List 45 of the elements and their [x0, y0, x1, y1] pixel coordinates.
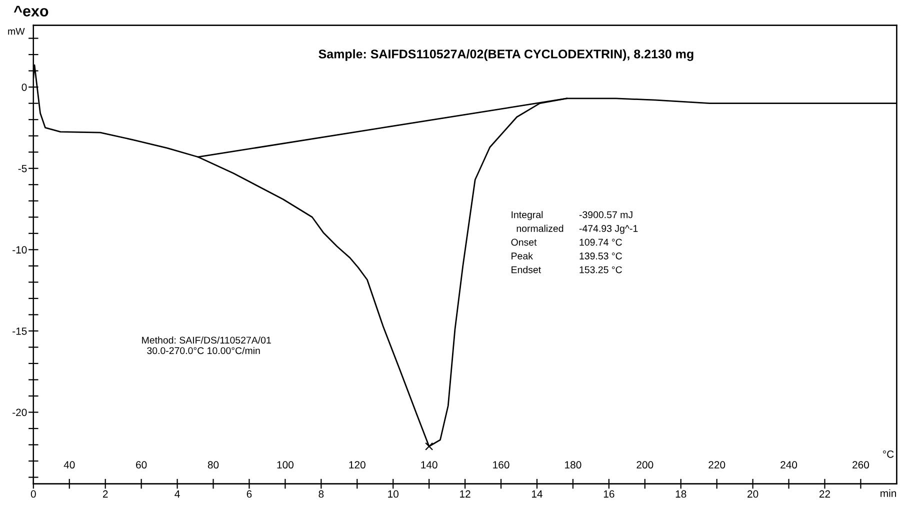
- x-tick-label: 8: [318, 490, 324, 498]
- x2-tick-label: 200: [636, 461, 654, 469]
- annotation: Onset: [511, 238, 537, 246]
- x2-tick-label: 160: [493, 461, 510, 469]
- y-tick-label: -15: [12, 328, 27, 335]
- x-tick-label: 12: [460, 490, 470, 498]
- annotation: Method: SAIF/DS/110527A/01 30.0-270.0°C 10.00°C/min: [142, 336, 271, 354]
- x2-tick-label: 80: [208, 461, 219, 469]
- annotation: -474.93 Jg^-1: [579, 225, 638, 234]
- annotation: 139.53 °C: [580, 252, 622, 260]
- x2-tick-label: 40: [64, 461, 75, 469]
- x2-tick-label: 60: [136, 461, 147, 469]
- y-tick-label: -5: [18, 164, 27, 172]
- y-tick-label: -20: [12, 408, 27, 416]
- annotation: 109.74 °C: [580, 238, 622, 246]
- y-tick-label: 0: [22, 84, 27, 91]
- x-tick-label: 10: [388, 490, 398, 498]
- x2-tick-label: 100: [277, 461, 294, 469]
- text: Sample: SAIFDS110527A/02(BETA CYCLODEXTRIN), 8.2130 mg: [318, 49, 694, 61]
- annotation: Peak: [512, 252, 533, 260]
- annotation: normalized: [516, 224, 564, 232]
- y-axis-title: mW: [8, 28, 25, 35]
- x-tick-label: 16: [604, 490, 614, 498]
- text: ^exo: [14, 6, 48, 16]
- x2-tick-label: 140: [421, 461, 438, 469]
- x2-tick-label: 260: [852, 461, 869, 469]
- x-tick-label: 14: [532, 490, 542, 498]
- annotation: 153.25 °C: [580, 266, 622, 274]
- x-tick-label: 18: [676, 490, 686, 498]
- x2-tick-label: 120: [349, 461, 366, 469]
- x2-tick-label: 240: [780, 461, 798, 469]
- annotation: Integral: [512, 211, 543, 220]
- x2-tick-label: 220: [708, 461, 726, 469]
- x-tick-label: 6: [246, 490, 252, 498]
- x-tick-label: 2: [102, 490, 108, 498]
- annotation: Endset: [512, 266, 541, 274]
- annotation: -3900.57 mJ: [579, 211, 632, 218]
- x-tick-label: 20: [748, 490, 758, 498]
- x-axis-title: min: [880, 489, 896, 497]
- x-tick-label: 4: [174, 490, 180, 498]
- x2-axis-title: °C: [883, 450, 894, 458]
- x-tick-label: 0: [30, 490, 36, 498]
- x-tick-label: 22: [819, 490, 830, 498]
- x2-tick-label: 180: [565, 461, 582, 469]
- y-tick-label: -10: [12, 246, 27, 254]
